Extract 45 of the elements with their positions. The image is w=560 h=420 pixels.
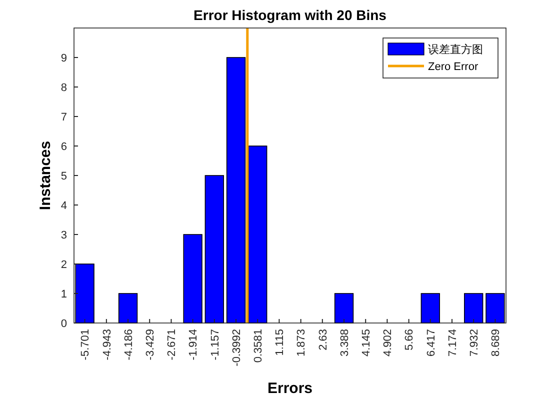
x-tick-label: 7.932 bbox=[468, 329, 480, 357]
x-tick-label: 1.115 bbox=[274, 329, 286, 356]
x-tick-label: 4.902 bbox=[382, 329, 394, 357]
bar bbox=[334, 293, 354, 324]
bar bbox=[183, 234, 202, 324]
x-tick-label: -1.157 bbox=[209, 329, 222, 360]
legend-label: 误差直方图 bbox=[428, 42, 483, 56]
x-tick-label: -4.186 bbox=[122, 329, 135, 360]
x-tick-label: 0.3581 bbox=[252, 329, 264, 363]
y-tick-label: 8 bbox=[60, 82, 67, 94]
legend-label: Zero Error bbox=[428, 60, 478, 73]
bar bbox=[226, 57, 246, 324]
bar bbox=[204, 175, 224, 324]
bar bbox=[464, 293, 484, 324]
x-tick-label: -3.429 bbox=[144, 329, 156, 360]
x-tick-label: 7.174 bbox=[446, 329, 459, 357]
x-tick-label: 2.63 bbox=[317, 329, 330, 350]
chart-title: Error Histogram with 20 Bins bbox=[194, 7, 387, 23]
y-tick-label: 4 bbox=[60, 200, 67, 212]
y-tick-label: 9 bbox=[60, 52, 67, 64]
y-tick-label: 1 bbox=[60, 288, 67, 300]
bar bbox=[486, 293, 505, 324]
x-tick-label: -1.914 bbox=[188, 329, 200, 360]
bar bbox=[118, 293, 138, 324]
x-tick-label: -0.3992 bbox=[230, 329, 243, 366]
y-tick-label: 5 bbox=[60, 170, 67, 182]
x-tick-label: -5.701 bbox=[80, 329, 92, 360]
y-tick-label: 2 bbox=[60, 258, 67, 271]
x-tick-label: -2.671 bbox=[166, 329, 178, 360]
bar bbox=[420, 293, 440, 324]
y-tick-label: 7 bbox=[60, 111, 67, 124]
x-tick-label: 1.873 bbox=[296, 329, 308, 357]
y-tick-label: 3 bbox=[60, 229, 67, 242]
x-tick-label: 3.388 bbox=[338, 329, 351, 357]
bar bbox=[75, 264, 94, 324]
y-axis-title: Instances bbox=[37, 140, 54, 210]
y-tick-label: 6 bbox=[60, 140, 67, 153]
x-tick-label: 6.417 bbox=[425, 329, 438, 357]
x-tick-label: 8.689 bbox=[490, 329, 502, 357]
x-tick-label: 4.145 bbox=[360, 329, 372, 357]
y-tick-label: 0 bbox=[60, 318, 67, 330]
x-axis-title: Errors bbox=[267, 380, 313, 397]
x-tick-label: 5.66 bbox=[404, 329, 416, 350]
x-tick-label: -4.943 bbox=[101, 329, 114, 360]
bar bbox=[248, 146, 268, 324]
